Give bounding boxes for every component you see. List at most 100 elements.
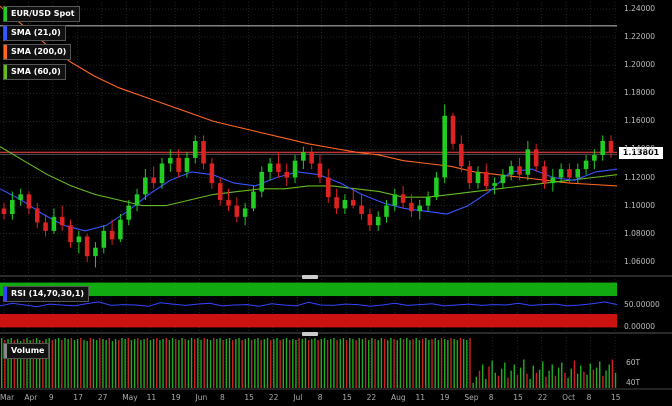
volume-bar-up bbox=[10, 338, 12, 388]
candle-body bbox=[342, 199, 348, 209]
volume-bar-up bbox=[209, 340, 212, 388]
legend-rsi[interactable]: RSI (14,70,30,1) bbox=[3, 286, 90, 302]
legend-sma200[interactable]: SMA (200,0) bbox=[3, 44, 72, 60]
price-tick-label: 1.12000 bbox=[624, 172, 656, 182]
volume-bar-down bbox=[478, 370, 481, 388]
candle-up bbox=[118, 214, 123, 243]
legend-label-volume: Volume bbox=[11, 346, 45, 355]
candle-down bbox=[450, 112, 456, 150]
volume-bar-down bbox=[184, 339, 186, 388]
volume-bar-up bbox=[225, 339, 228, 388]
volume-bar-up bbox=[447, 340, 449, 388]
candle-up bbox=[259, 166, 265, 198]
legend-swatch-volume bbox=[4, 344, 7, 358]
candle-down bbox=[350, 188, 356, 209]
volume-bar-down bbox=[421, 339, 424, 388]
candle-body bbox=[508, 166, 514, 175]
volume-bar-down bbox=[61, 340, 63, 388]
candle-body bbox=[301, 152, 306, 161]
volume-bar-up bbox=[519, 367, 522, 388]
volume-bar-down bbox=[573, 360, 576, 388]
candle-up bbox=[592, 149, 597, 170]
volume-bar-up bbox=[76, 339, 79, 388]
date-tick-label: 9 bbox=[48, 393, 54, 402]
price-tick-label: 1.22000 bbox=[624, 32, 656, 42]
candle-up bbox=[500, 169, 506, 189]
volume-bar-up bbox=[29, 340, 31, 388]
volume-bar-down bbox=[355, 340, 357, 388]
legend-volume[interactable]: Volume bbox=[3, 343, 50, 359]
legend-sma21[interactable]: SMA (21,0) bbox=[3, 25, 66, 41]
volume-bar-up bbox=[561, 362, 563, 388]
volume-bar-up bbox=[358, 338, 360, 388]
candle-body bbox=[350, 199, 356, 206]
date-tick-label: 27 bbox=[97, 393, 108, 402]
volume-bar-up bbox=[159, 340, 161, 388]
date-tick-label: Jun bbox=[195, 393, 208, 402]
candle-down bbox=[1, 202, 7, 220]
volume-bar-up bbox=[424, 338, 427, 388]
candle-body bbox=[309, 152, 314, 164]
candle-body bbox=[276, 163, 281, 172]
candle-down bbox=[367, 208, 373, 231]
rsi-panel bbox=[0, 282, 618, 328]
moving-average-lines bbox=[0, 5, 618, 232]
date-tick-label: 22 bbox=[537, 393, 548, 402]
volume-bar-up bbox=[323, 338, 326, 388]
volume-bar-up bbox=[491, 360, 493, 388]
last-price-tag: 1.13801 bbox=[619, 147, 663, 159]
volume-bar-down bbox=[175, 339, 177, 388]
candlestick-series bbox=[1, 104, 614, 268]
volume-bar-up bbox=[73, 340, 76, 388]
volume-bar-up bbox=[475, 376, 478, 388]
candle-down bbox=[43, 214, 48, 237]
candle-body bbox=[326, 177, 331, 198]
panel-splitter-handle[interactable] bbox=[302, 275, 318, 279]
volume-bar-down bbox=[402, 339, 405, 388]
candle-body bbox=[334, 197, 339, 209]
volume-bar-down bbox=[583, 371, 585, 388]
candle-down bbox=[326, 169, 331, 203]
candle-up bbox=[134, 188, 140, 212]
candle-up bbox=[417, 199, 423, 220]
volume-bar-up bbox=[64, 338, 66, 388]
rsi-overbought-band bbox=[0, 282, 617, 297]
volume-bar-up bbox=[339, 339, 341, 388]
candle-up bbox=[600, 135, 605, 161]
candle-up bbox=[475, 166, 481, 189]
volume-bar-down bbox=[564, 372, 566, 388]
candle-down bbox=[608, 135, 614, 158]
candle-up bbox=[492, 177, 497, 195]
volume-bar-up bbox=[200, 340, 202, 388]
volume-bar-up bbox=[390, 338, 392, 388]
volume-bar-up bbox=[102, 339, 104, 388]
volume-bar-down bbox=[592, 369, 595, 388]
candle-up bbox=[425, 191, 431, 212]
volume-bar-up bbox=[235, 339, 237, 388]
volume-bar-up bbox=[361, 339, 364, 388]
legend-sma60[interactable]: SMA (60,0) bbox=[3, 64, 66, 80]
candle-down bbox=[309, 146, 314, 170]
candle-up bbox=[184, 152, 190, 178]
volume-bar-up bbox=[92, 339, 95, 388]
volume-bar-down bbox=[364, 338, 367, 388]
volume-bar-down bbox=[212, 338, 215, 388]
volume-bar-up bbox=[500, 368, 503, 388]
volume-bar-up bbox=[38, 340, 41, 388]
legend-eurusd[interactable]: EUR/USD Spot bbox=[3, 6, 80, 22]
volume-bar-up bbox=[178, 340, 180, 388]
candle-body bbox=[242, 208, 248, 217]
candle-body bbox=[417, 205, 423, 212]
candle-up bbox=[384, 199, 389, 223]
candle-down bbox=[567, 163, 572, 184]
volume-bar-up bbox=[368, 340, 370, 388]
volume-bar-down bbox=[146, 338, 148, 388]
volume-bar-up bbox=[57, 338, 60, 388]
volume-bar-up bbox=[304, 338, 307, 388]
volume-bar-down bbox=[13, 340, 16, 388]
volume-bar-up bbox=[86, 341, 88, 388]
candle-body bbox=[168, 157, 173, 164]
price-tick-label: 1.18000 bbox=[624, 88, 656, 98]
panel-splitter-handle[interactable] bbox=[302, 332, 318, 336]
volume-bar-up bbox=[342, 338, 345, 388]
